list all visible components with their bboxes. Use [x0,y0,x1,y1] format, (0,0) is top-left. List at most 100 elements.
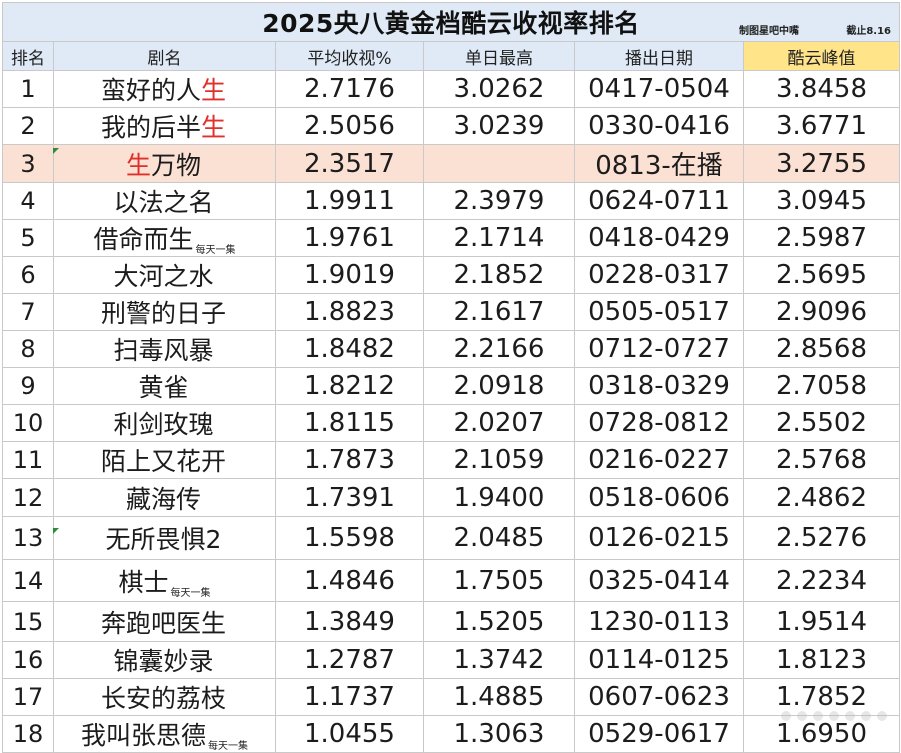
daily-high-cell: 2.0485 [423,516,575,560]
rank-cell: 5 [2,219,54,257]
drama-name-cell: 奔跑吧医生 [53,601,276,642]
drama-name: 长安的荔枝 [100,684,226,713]
watermark-logo [781,711,887,721]
drama-name-cell: 锦囊妙录 [53,641,276,679]
daily-high-cell: 1.3063 [423,715,575,753]
peak-cell: 2.2234 [742,559,901,602]
avg-rating-cell: 1.8482 [275,330,424,368]
avg-rating-cell: 1.9019 [275,256,424,294]
air-dates-cell: 0228-0317 [574,256,744,294]
drama-name-cell: 棋士 每天一集 [53,559,276,602]
air-dates-cell: 0126-0215 [574,516,744,560]
episode-note: 每天一集 [208,741,248,752]
peak-cell: 3.0945 [742,182,901,220]
avg-rating-cell: 2.5056 [275,107,424,145]
cell-comment-marker [53,528,59,534]
daily-high-cell: 1.9400 [423,478,575,517]
peak-cell: 2.5987 [742,219,901,257]
drama-name-cell: 刑警的日子 [53,293,276,331]
peak-cell: 2.9096 [742,293,901,331]
rank-cell: 17 [2,678,54,716]
peak-cell: 1.8123 [742,641,901,679]
header-name: 剧名 [53,41,276,71]
peak-cell: 2.5276 [742,516,901,560]
daily-high-cell: 1.3742 [423,641,575,679]
daily-high-cell [423,144,575,183]
avg-rating-cell: 1.3849 [275,601,424,642]
episode-note: 每天一集 [195,245,236,256]
peak-cell: 3.6771 [742,107,901,145]
peak-cell: 3.8458 [742,70,901,108]
peak-cell: 1.9514 [742,601,901,642]
table-row: 14 棋士 每天一集 1.4846 1.7505 0325-0414 2.2234 [2,559,901,602]
rank-cell: 2 [2,107,54,145]
air-dates-cell: 0529-0617 [574,715,744,753]
drama-name-highlight: 生 [201,76,227,105]
air-dates-cell: 0607-0623 [574,678,744,716]
rank-cell: 16 [2,641,54,679]
credit-label: 制图星吧中嘴 [739,26,800,37]
avg-rating-cell: 1.8115 [275,404,424,442]
air-dates-cell: 1230-0113 [574,601,744,642]
daily-high-cell: 2.1059 [423,441,575,479]
daily-high-cell: 2.0918 [423,367,575,405]
daily-high-cell: 3.0262 [423,70,575,108]
daily-high-cell: 2.0207 [423,404,575,442]
drama-name-cell: 无所畏惧2 [53,516,276,560]
daily-high-cell: 2.3979 [423,182,575,220]
drama-name: 无所畏惧2 [105,525,222,554]
peak-cell: 1.6950 [742,715,901,753]
header-rank: 排名 [2,41,54,71]
rank-cell: 4 [2,182,54,220]
drama-name-cell: 黄雀 [53,367,276,405]
avg-rating-cell: 1.9761 [275,219,424,257]
air-dates-cell: 0417-0504 [574,70,744,108]
rank-cell: 9 [2,367,54,405]
drama-name-highlight: 生 [125,150,151,180]
air-dates-cell: 0728-0812 [574,404,744,442]
daily-high-cell: 2.1714 [423,219,575,257]
drama-name: 棋士 [118,567,169,597]
drama-name: 以法之名 [113,188,214,217]
title-cell: 2025央八黄金档酷云收视率排名 制图星吧中嘴 截止8.16 [1,2,901,42]
header-air-dates: 播出日期 [574,41,744,71]
episode-note: 每天一集 [170,587,211,599]
air-dates-cell: 0418-0429 [574,219,744,257]
drama-name: 我叫张思德 [80,721,206,750]
table-row: 10 利剑玫瑰 1.8115 2.0207 0728-0812 2.5502 [2,404,901,442]
avg-rating-cell: 1.4846 [275,559,424,602]
drama-name-cell: 长安的荔枝 [53,678,276,716]
peak-cell: 2.4862 [742,478,901,517]
cell-comment-marker [53,148,59,154]
table-row: 11 陌上又花开 1.7873 2.1059 0216-0227 2.5768 [2,441,901,479]
drama-name: 我的后半 [100,113,201,142]
drama-name: 陌上又花开 [100,447,226,476]
avg-rating-cell: 1.7391 [275,478,424,517]
rank-cell: 12 [2,478,54,517]
drama-name-cell: 我叫张思德 每天一集 [53,715,276,753]
drama-name: 借命而生 [93,225,194,254]
header-avg: 平均收视% [275,41,424,71]
table-row: 12 藏海传 1.7391 1.9400 0518-0606 2.4862 [2,478,901,517]
drama-name-cell: 生万物 [53,144,276,183]
air-dates-cell: 0114-0125 [574,641,744,679]
table-row: 1 蛮好的人生 2.7176 3.0262 0417-0504 3.8458 [2,70,901,108]
drama-name: 黄雀 [138,373,189,402]
peak-cell: 1.7852 [742,678,901,716]
table-row: 9 黄雀 1.8212 2.0918 0318-0329 2.7058 [2,367,901,405]
drama-name-cell: 利剑玫瑰 [53,404,276,442]
daily-high-cell: 3.0239 [423,107,575,145]
drama-name: 刑警的日子 [100,299,226,328]
table-title: 2025央八黄金档酷云收视率排名 [262,9,640,38]
table-row: 8 扫毒风暴 1.8482 2.2166 0712-0727 2.8568 [2,330,901,368]
table-row: 15 奔跑吧医生 1.3849 1.5205 1230-0113 1.9514 [2,601,901,642]
peak-cell: 3.2755 [742,144,901,183]
table-row: 6 大河之水 1.9019 2.1852 0228-0317 2.5695 [2,256,901,294]
header-row: 排名 剧名 平均收视% 单日最高 播出日期 酷云峰值 [2,41,901,71]
rank-cell: 3 [2,144,54,183]
peak-cell: 2.8568 [742,330,901,368]
drama-name: 藏海传 [125,484,201,514]
drama-name: 奔跑吧医生 [100,608,226,638]
table-row: 5 借命而生 每天一集 1.9761 2.1714 0418-0429 2.5987 [2,219,901,257]
header-daily-high: 单日最高 [423,41,575,71]
